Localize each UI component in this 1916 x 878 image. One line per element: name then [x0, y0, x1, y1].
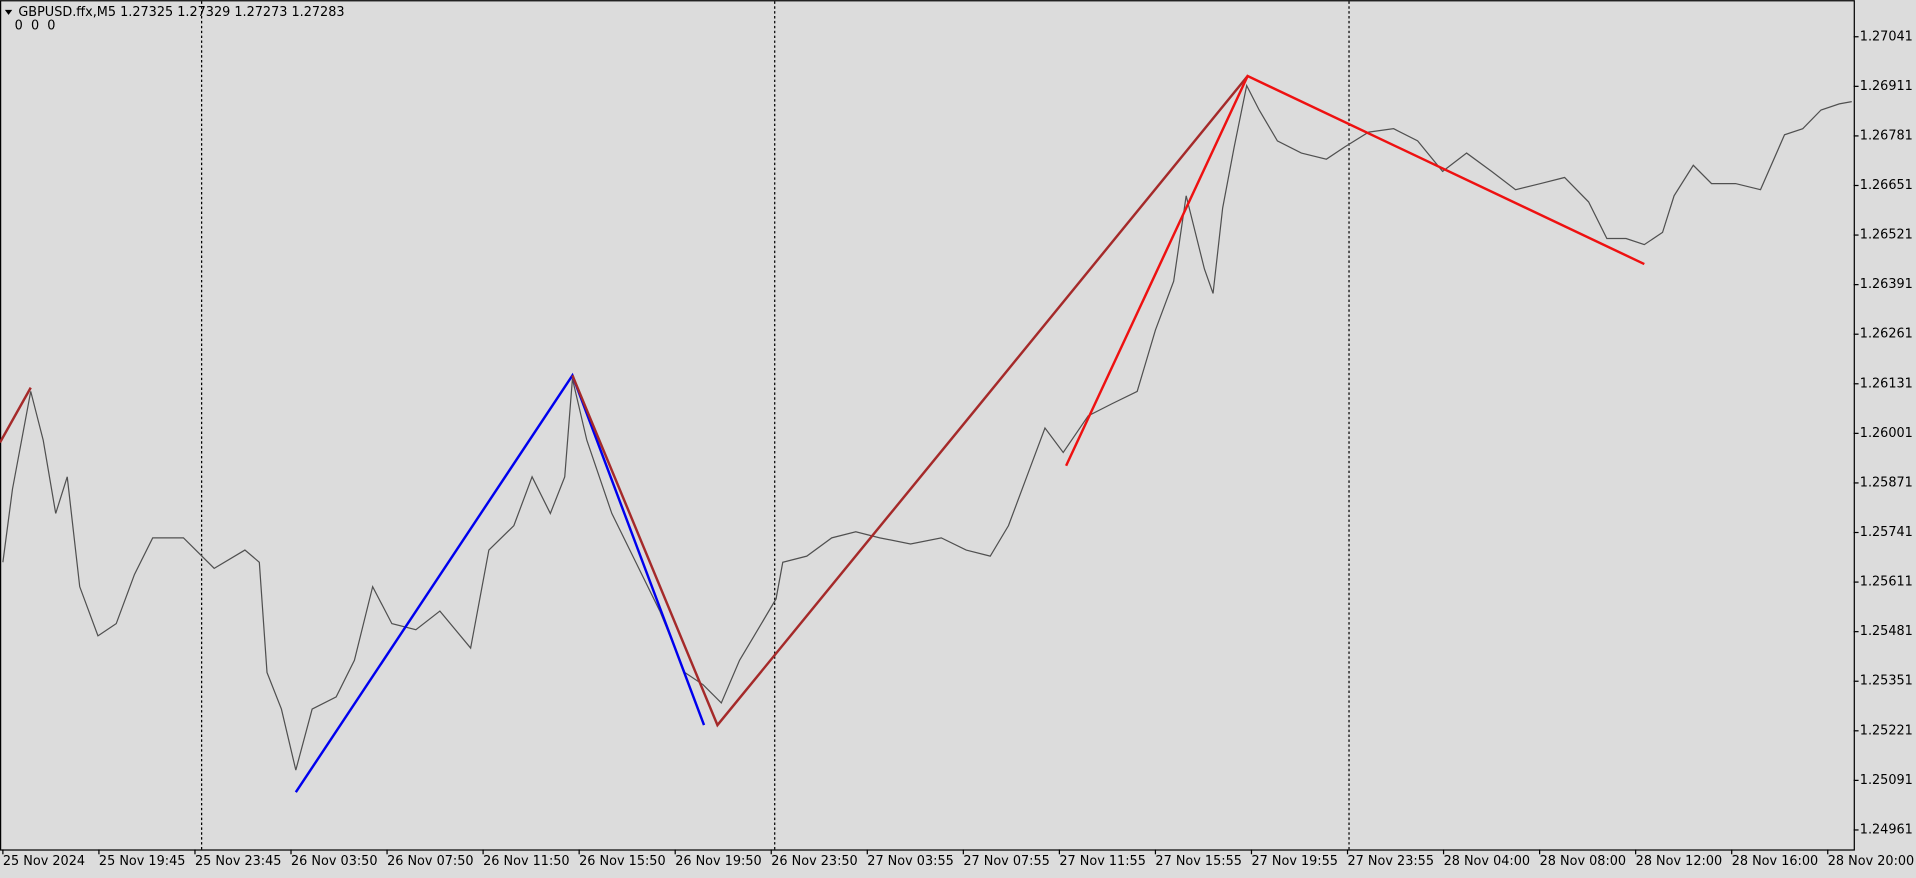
- y-tick-label: 1.26651: [1860, 178, 1913, 193]
- x-tick-label: 28 Nov 12:00: [1636, 854, 1722, 869]
- y-tick-label: 1.25351: [1860, 674, 1913, 689]
- x-tick-label: 26 Nov 07:50: [387, 854, 473, 869]
- y-tick-label: 1.24961: [1860, 822, 1913, 837]
- zigzag-line: [1064, 74, 1645, 467]
- chart-subtitle: 0 0 0: [15, 18, 56, 33]
- y-tick-label: 1.27041: [1860, 29, 1913, 44]
- x-tick-label: 25 Nov 23:45: [195, 854, 281, 869]
- plot-border: [0, 0, 1855, 851]
- x-tick-label: 26 Nov 23:50: [771, 854, 857, 869]
- y-tick-label: 1.25091: [1860, 773, 1913, 788]
- x-tick-label: 28 Nov 20:00: [1828, 854, 1914, 869]
- y-tick-label: 1.25481: [1860, 624, 1913, 639]
- chart-title: GBPUSD.ffx,M5 1.27325 1.27329 1.27273 1.…: [18, 5, 344, 20]
- y-tick-label: 1.26521: [1860, 228, 1913, 243]
- x-tick-label: 27 Nov 23:55: [1348, 854, 1434, 869]
- x-tick-label: 28 Nov 08:00: [1540, 854, 1626, 869]
- y-tick-label: 1.26911: [1860, 79, 1913, 94]
- y-tick-label: 1.25611: [1860, 575, 1913, 590]
- x-tick-label: 27 Nov 11:55: [1059, 854, 1145, 869]
- x-tick-label: 27 Nov 19:55: [1251, 854, 1337, 869]
- x-tick-label: 26 Nov 19:50: [675, 854, 761, 869]
- y-tick-label: 1.26131: [1860, 376, 1913, 391]
- y-tick-label: 1.26261: [1860, 327, 1913, 342]
- x-tick-label: 25 Nov 19:45: [99, 854, 185, 869]
- y-tick-label: 1.26391: [1860, 277, 1913, 292]
- zigzag-line: [0, 75, 1249, 728]
- x-tick-label: 28 Nov 04:00: [1444, 854, 1530, 869]
- collapse-icon[interactable]: [4, 9, 13, 15]
- y-tick-label: 1.26781: [1860, 128, 1913, 143]
- x-tick-label: 27 Nov 07:55: [963, 854, 1049, 869]
- y-tick-label: 1.25871: [1860, 475, 1913, 490]
- x-tick-label: 25 Nov 2024: [3, 854, 85, 869]
- x-tick-label: 27 Nov 03:55: [867, 854, 953, 869]
- y-tick-label: 1.26001: [1860, 426, 1913, 441]
- x-tick-label: 28 Nov 16:00: [1732, 854, 1818, 869]
- x-tick-label: 26 Nov 15:50: [579, 854, 665, 869]
- x-tick-label: 26 Nov 03:50: [291, 854, 377, 869]
- y-tick-label: 1.25221: [1860, 723, 1913, 738]
- x-tick-label: 26 Nov 11:50: [483, 854, 569, 869]
- y-tick-label: 1.25741: [1860, 525, 1913, 540]
- price-line: [2, 83, 1852, 771]
- x-tick-label: 27 Nov 15:55: [1155, 854, 1241, 869]
